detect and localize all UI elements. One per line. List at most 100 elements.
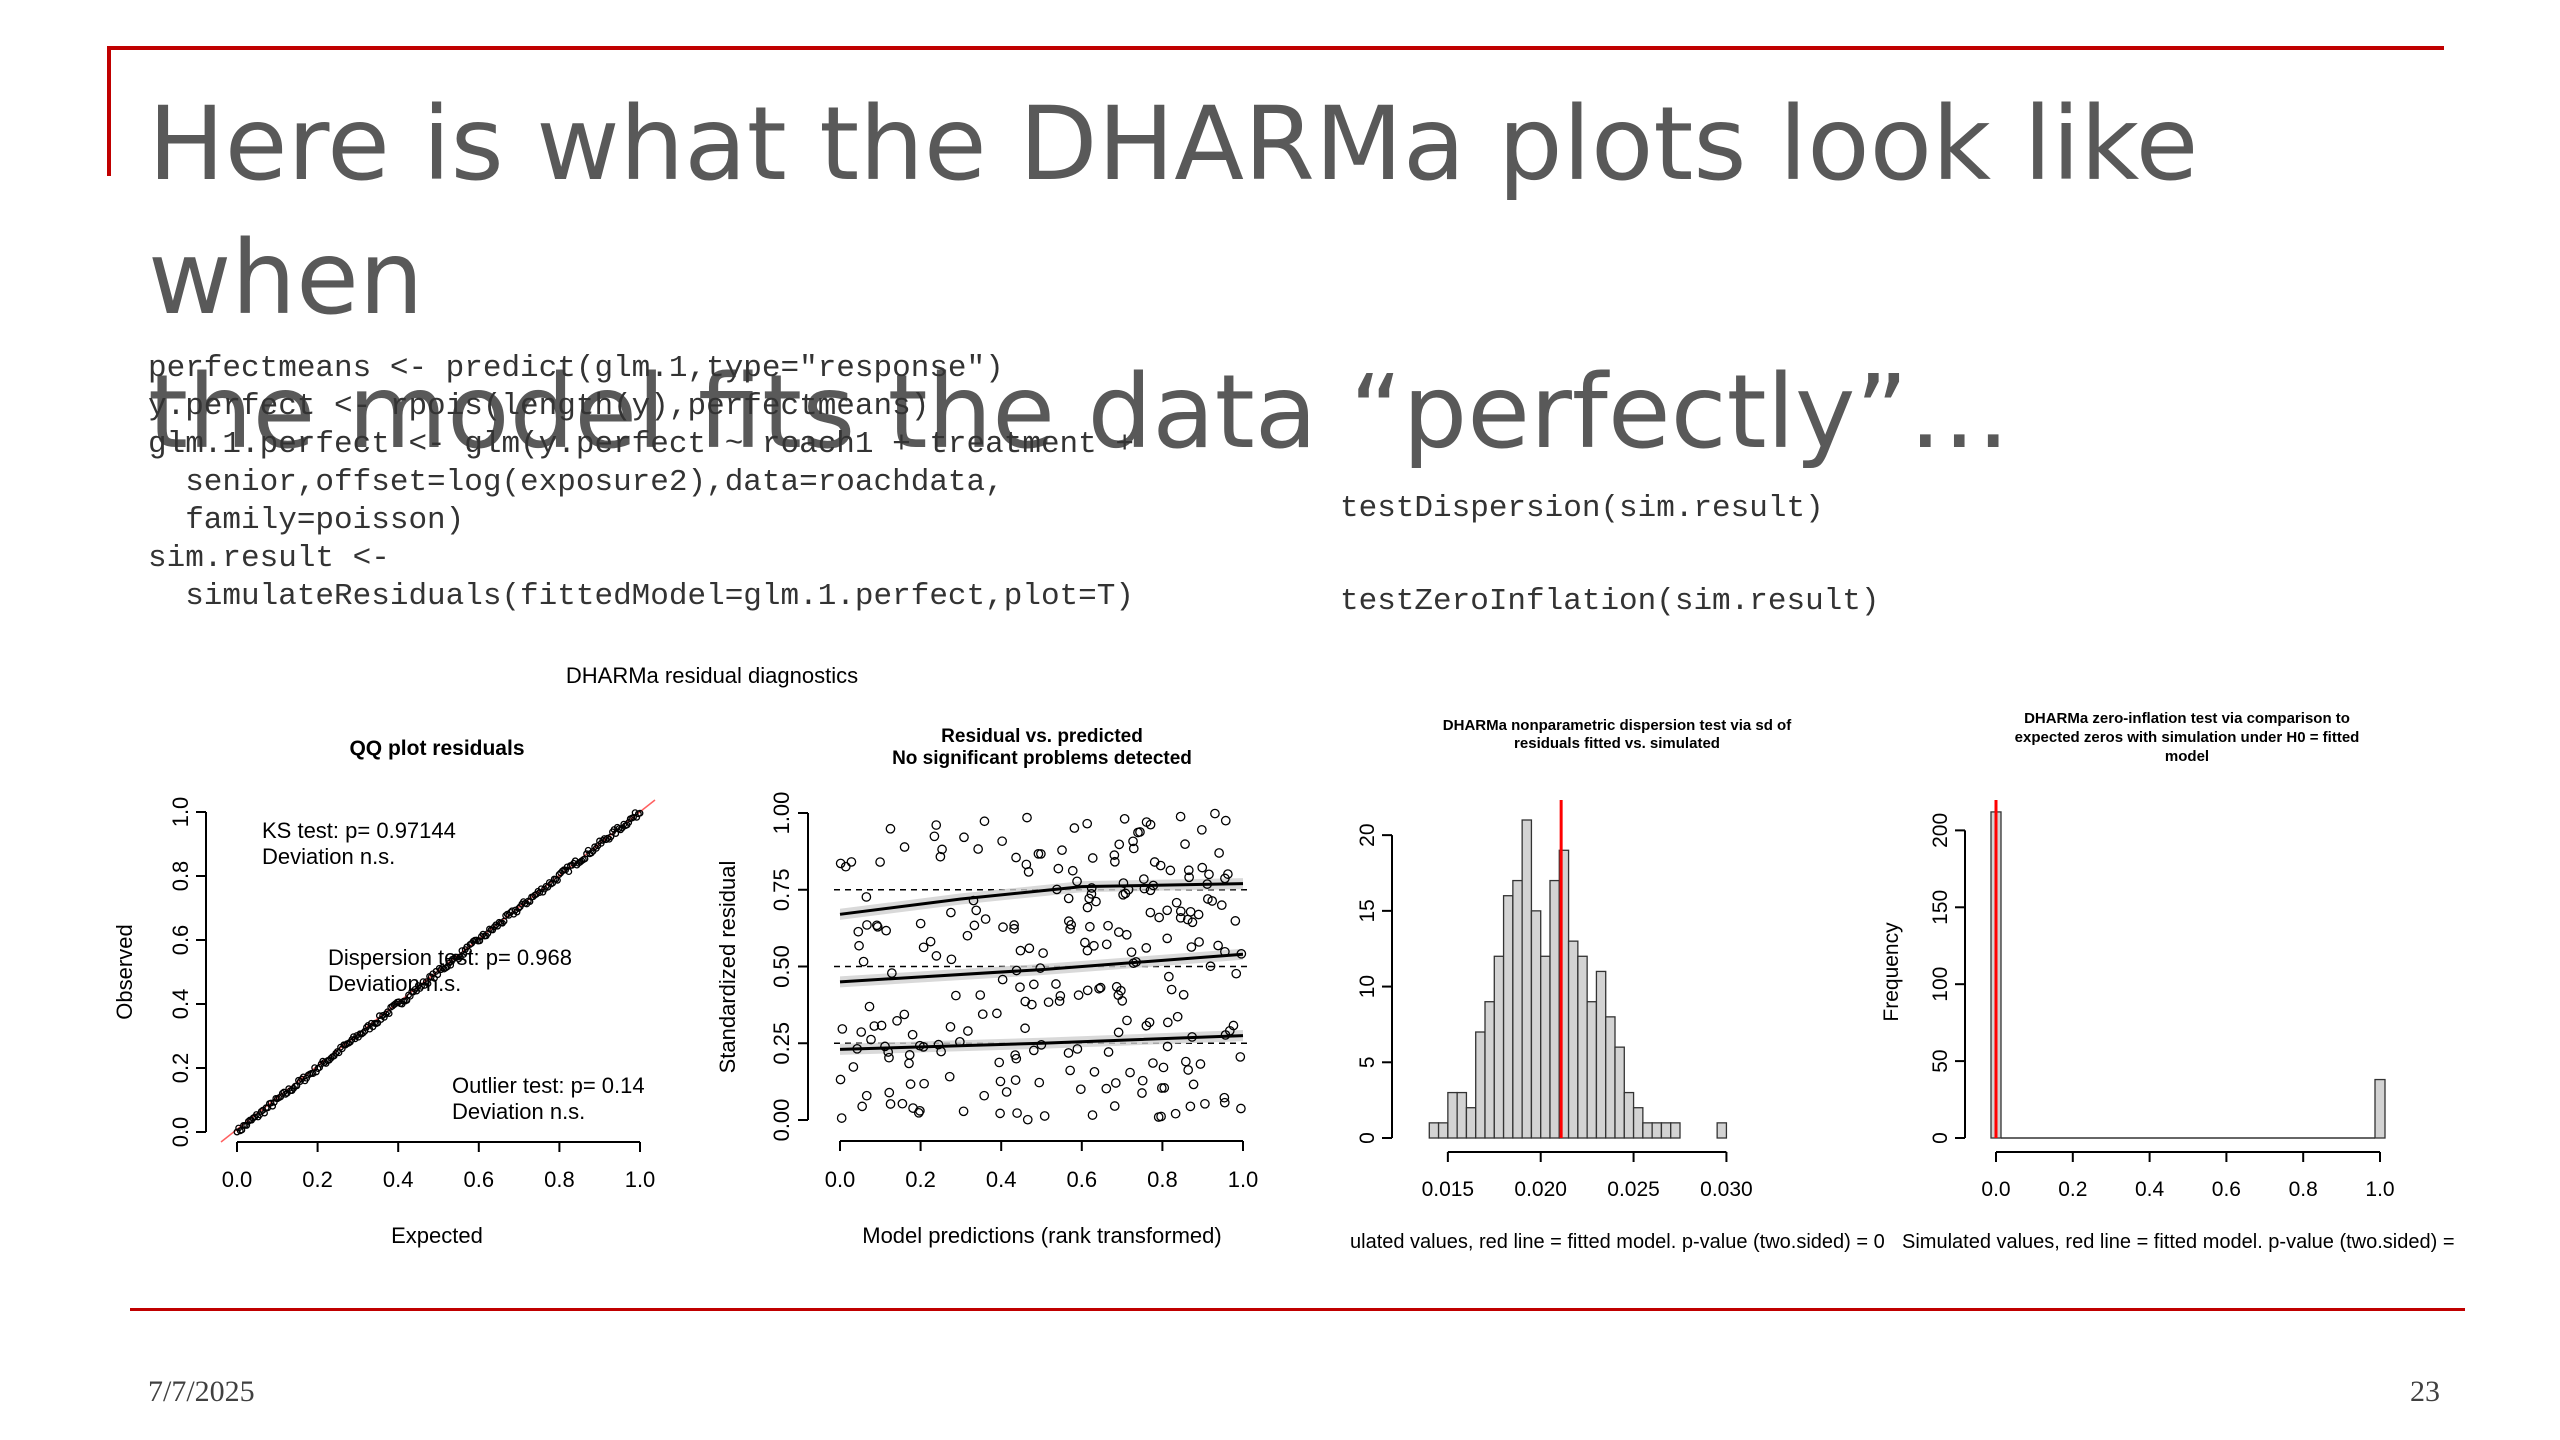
residual-point [1015, 945, 1026, 956]
residual-point [1128, 836, 1138, 847]
dispersion-histogram-bar [1595, 970, 1607, 1139]
residual-point [1194, 937, 1204, 947]
residual-y-axis-label: Standardized residual [715, 861, 740, 1074]
qq-test-annotation: Deviation n.s. [262, 844, 395, 869]
residual-point [836, 1113, 847, 1123]
residual-point [1094, 983, 1104, 994]
zero-inflation-y-axis-label: Frequency [1880, 922, 1903, 1022]
qq-test-annotation: Deviation n.s. [328, 971, 461, 996]
dispersion-histogram-bar [1660, 1122, 1672, 1139]
qq-point [243, 1121, 251, 1129]
residual-point [1101, 1083, 1112, 1094]
residual-point [1118, 889, 1128, 900]
code-test-dispersion: testDispersion(sim.result) [1340, 490, 1824, 528]
residual-point [1109, 1101, 1120, 1111]
residual-point [1022, 812, 1032, 823]
residual-x-tick-label: 0.8 [1147, 1167, 1178, 1192]
residual-point [992, 1008, 1002, 1019]
residual-point [931, 951, 942, 961]
qq-chart-title: QQ plot residuals [349, 737, 524, 760]
residual-point [929, 831, 940, 842]
residual-point [1087, 1110, 1098, 1120]
residual-point [1028, 979, 1039, 990]
residual-x-tick-label: 1.0 [1228, 1167, 1259, 1192]
bottom-accent-rule [130, 1308, 2465, 1311]
residual-point [1063, 1048, 1074, 1058]
residual-point [1039, 1111, 1050, 1121]
residual-point [1080, 937, 1090, 948]
residual-point [876, 1020, 887, 1031]
qq-point [633, 813, 641, 821]
residual-point [1010, 1075, 1021, 1085]
residual-point [1055, 991, 1066, 1001]
residual-point [1175, 912, 1186, 923]
residual-quantile-line [839, 882, 1244, 916]
residual-point [835, 858, 846, 869]
residual-point [1063, 916, 1074, 926]
residual-point [1175, 811, 1186, 822]
residual-point [837, 1024, 848, 1034]
zero-inflation-x-tick-label: 0.4 [2135, 1178, 2165, 1201]
residual-point [925, 936, 936, 947]
residual-point [907, 1029, 918, 1040]
residual-point [1072, 876, 1082, 887]
qq-point [636, 809, 644, 817]
dispersion-histogram-bar [1521, 819, 1533, 1139]
dispersion-histogram-bar [1512, 879, 1523, 1139]
zero-inflation-x-tick-label: 0.8 [2289, 1178, 2318, 1201]
residual-point [1082, 818, 1093, 829]
residual-point [1009, 923, 1019, 934]
residual-point [1236, 1103, 1246, 1114]
dispersion-histogram-bar [1465, 1107, 1477, 1139]
residual-point [1145, 907, 1156, 918]
residual-point [1184, 872, 1194, 883]
qq-point [450, 955, 458, 962]
residual-point [1020, 1023, 1030, 1034]
code-line: testDispersion(sim.result) [1340, 491, 1824, 526]
qq-y-tick-label: 0.4 [168, 989, 193, 1020]
residual-point [875, 857, 885, 867]
code-line: senior,offset=log(exposure2),data=roachd… [148, 465, 1004, 500]
residual-point [1073, 990, 1084, 1000]
dispersion-histogram-bar [1670, 1122, 1681, 1139]
zero-inflation-chart-title: expected zeros with simulation under H0 … [2015, 729, 2360, 746]
residual-x-tick-label: 0.6 [1067, 1167, 1098, 1192]
residual-chart-title: Residual vs. predicted [941, 726, 1143, 747]
residual-quantile-line [839, 1034, 1244, 1051]
qq-y-tick-label: 1.0 [168, 797, 193, 828]
residual-point [1187, 917, 1198, 928]
residual-point [1162, 905, 1173, 916]
dispersion-histogram-bar [1549, 879, 1560, 1139]
qq-point [453, 953, 461, 961]
code-line: testZeroInflation(sim.result) [1340, 584, 1880, 619]
residual-point [997, 836, 1007, 847]
residual-point [937, 844, 947, 855]
residual-chart-title: No significant problems detected [892, 748, 1192, 769]
residual-point [835, 1074, 846, 1085]
residual-point [1185, 906, 1196, 917]
residual-point [899, 842, 910, 852]
residual-point [1154, 912, 1165, 923]
residual-point [1171, 897, 1182, 908]
code-line: y.perfect <- rpois(length(y),perfectmean… [148, 389, 930, 424]
residual-point [884, 1052, 894, 1063]
qq-point [602, 836, 610, 844]
residual-y-tick-label: 0.75 [769, 868, 794, 911]
residual-point [899, 1009, 910, 1020]
residual-point [846, 857, 857, 867]
residual-point [1163, 971, 1174, 982]
residual-point [997, 974, 1008, 985]
residual-point [1141, 1020, 1152, 1031]
dispersion-histogram-bar [1447, 1091, 1458, 1139]
residual-point [1230, 916, 1241, 926]
residual-point [1214, 848, 1224, 858]
residual-point [1141, 817, 1152, 827]
residual-point [1113, 927, 1124, 938]
dispersion-x-tick-label: 0.020 [1514, 1178, 1567, 1201]
residual-point [1067, 865, 1078, 876]
residual-point [1086, 889, 1097, 899]
residual-point [918, 942, 929, 953]
residual-point [905, 1079, 916, 1089]
qq-x-tick-label: 0.4 [383, 1167, 414, 1192]
qq-point [447, 961, 455, 969]
